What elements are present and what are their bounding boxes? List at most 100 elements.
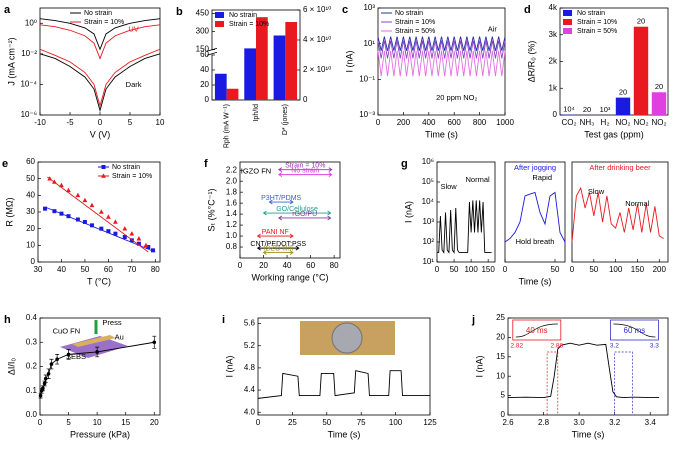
y-tick-label: 10⁻⁶ <box>21 110 37 119</box>
legend-swatch <box>215 21 224 27</box>
data-line <box>377 50 506 77</box>
marker <box>106 229 111 234</box>
y-tick-label: 50 <box>26 174 35 183</box>
annotation: 20 <box>583 105 591 114</box>
y-tick-label: 1.2 <box>226 220 238 229</box>
legend-swatch <box>563 10 572 16</box>
x-tick-label: 800 <box>473 118 487 127</box>
x-tick-label: 5 <box>128 118 133 127</box>
fit-line <box>47 176 149 253</box>
marker <box>129 231 135 236</box>
range-line <box>278 172 333 177</box>
legend-swatch <box>563 19 572 25</box>
y-tick-label: 0.4 <box>26 313 38 322</box>
y-tick-label: 40 <box>26 190 35 199</box>
x-tick-label: 2.6 <box>502 418 514 427</box>
y2-tick-label: 0 <box>303 95 308 104</box>
bar <box>226 88 239 100</box>
bar <box>273 35 286 100</box>
y-tick-label: 0.2 <box>26 362 38 371</box>
x-axis-label: Time (s) <box>328 429 361 439</box>
panel-label: e <box>2 158 8 170</box>
marker <box>122 235 127 239</box>
x-tick-label: NO₂ <box>651 118 666 127</box>
y-tick-label: 5 <box>501 391 506 400</box>
marker <box>146 245 151 249</box>
marker <box>98 209 104 214</box>
x-tick-label: 40 <box>283 261 292 270</box>
x-tick-label: 0 <box>570 265 575 274</box>
inset-label: 60 ms <box>624 326 646 335</box>
marker <box>150 248 155 253</box>
h-inset-device <box>60 320 128 358</box>
x-tick-label: H₂ <box>601 118 610 127</box>
plot-frame <box>571 161 669 263</box>
y-tick-label: 10 <box>496 371 505 380</box>
y-tick-label: 10⁻³ <box>359 110 375 119</box>
x-tick-label: 20 <box>259 261 268 270</box>
legend-label: No strain <box>395 10 423 17</box>
y-tick-label: 10⁴ <box>422 197 435 206</box>
range-line <box>268 199 294 205</box>
inset-tick-label: 2.88 <box>550 343 563 350</box>
y-tick-label: 15 <box>496 352 505 361</box>
range-line <box>256 245 300 251</box>
annotation: Normal <box>625 199 650 208</box>
x-tick-label: 100 <box>609 265 623 274</box>
legend-label: Strain = 10% <box>84 19 124 26</box>
x-tick-label: 50 <box>80 265 89 274</box>
y-tick-label: 4k <box>549 3 558 12</box>
y-tick-label: 1.8 <box>226 187 238 196</box>
y-tick-label: 3k <box>549 30 558 39</box>
panel-label: a <box>4 4 11 16</box>
panel-label: c <box>342 4 348 16</box>
annotation: Rapid <box>532 173 552 182</box>
panel-label: b <box>176 6 183 18</box>
x-tick-label: NO₂ <box>633 118 648 127</box>
marker <box>89 202 95 208</box>
y2-tick-label: 4 × 10¹⁰ <box>303 35 331 44</box>
x-tick-label: 15 <box>121 418 130 427</box>
y-tick-label: 0.1 <box>26 386 38 395</box>
annotation: 10³ <box>600 105 611 114</box>
y-tick-label: 2k <box>549 57 558 66</box>
plot-frame <box>504 161 566 263</box>
legend-label: Strain = 10% <box>395 19 435 26</box>
x-tick-label: 150 <box>481 265 495 274</box>
axis-break-gap <box>208 50 216 55</box>
annotation: 20 <box>619 88 627 97</box>
annotation: CuO FN <box>53 327 81 336</box>
bar <box>256 17 268 101</box>
annotation: After jogging <box>514 163 556 172</box>
y-tick-label: 0.0 <box>26 410 38 419</box>
data-line <box>39 53 161 113</box>
x-tick-label: 0 <box>256 418 261 427</box>
inset-curve <box>515 323 558 338</box>
legend-label: No strain <box>229 12 257 19</box>
inset-curve <box>613 323 656 338</box>
inset-range <box>614 351 633 415</box>
plot-frame <box>507 317 669 416</box>
y-tick-label: 0 <box>501 410 506 419</box>
y-tick-label: 0.8 <box>226 242 238 251</box>
range-label: CNT/PEDOT:PSS <box>250 241 306 248</box>
y-axis-label: I (nA) <box>474 355 484 377</box>
bar <box>244 48 256 100</box>
marker <box>136 241 141 246</box>
y-axis-label: ΔR/R₀ (%) <box>526 41 536 83</box>
y-axis-label: I (nA) <box>224 355 234 377</box>
x-tick-label: 200 <box>397 118 411 127</box>
y-axis-label: ΔI/I₀ <box>6 358 16 376</box>
annotation: SEBS <box>66 352 86 361</box>
marker <box>66 187 71 193</box>
y-tick-label: 1.0 <box>226 231 238 240</box>
y-tick-label: 60 <box>200 50 209 59</box>
x-tick-label: 0 <box>98 118 103 127</box>
y-tick-label: 0 <box>553 110 558 119</box>
marker <box>66 352 71 357</box>
y-tick-label: 1k <box>549 83 558 92</box>
legend-label: Strain = 50% <box>577 28 617 35</box>
annotation: Air <box>488 24 498 33</box>
y-tick-label: 20 <box>496 333 505 342</box>
y-axis-label: I (nA) <box>344 50 354 72</box>
